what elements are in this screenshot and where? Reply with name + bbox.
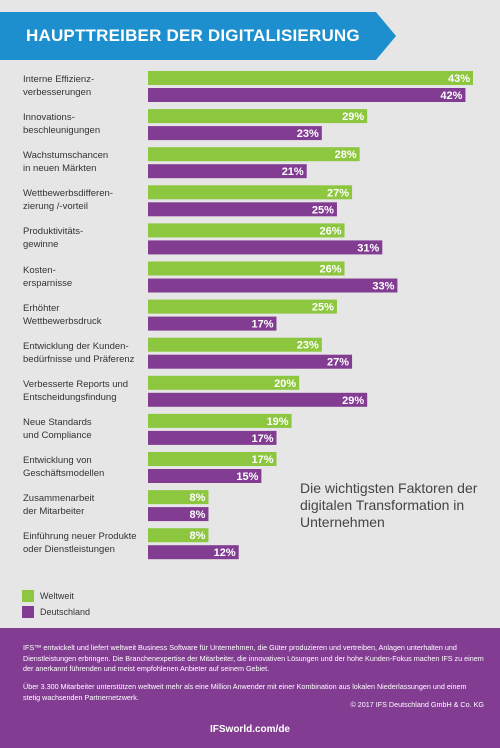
bar-value-label: 42% <box>440 90 462 102</box>
bar-value-label: 29% <box>342 395 364 407</box>
bar-weltweit <box>148 375 300 390</box>
bar-deutschland <box>148 164 307 179</box>
bar-deutschland <box>148 202 337 217</box>
bar-value-label: 33% <box>372 281 394 293</box>
category-label: Verbesserte Reports und Entscheidungsfind… <box>23 378 129 403</box>
bar-deutschland <box>148 316 277 331</box>
bar-value-label: 17% <box>251 319 273 331</box>
bar-value-label: 8% <box>190 530 206 542</box>
bar-value-label: 29% <box>342 111 364 123</box>
bar-value-label: 8% <box>190 509 206 521</box>
legend-swatch-deutschland <box>22 606 34 618</box>
bar-value-label: 23% <box>297 340 319 352</box>
bar-value-label: 15% <box>236 471 258 483</box>
bar-value-label: 27% <box>327 357 349 369</box>
bar-value-label: 8% <box>190 492 206 504</box>
footer-paragraph-company: IFS™ entwickelt und liefert weltweit Bus… <box>23 643 484 673</box>
bar-value-label: 26% <box>319 264 341 276</box>
bar-value-label: 27% <box>327 187 349 199</box>
category-label: Einführung neuer Produkte oder Dienstleis… <box>23 531 137 556</box>
category-label: Kosten-ersparnisse <box>23 264 73 289</box>
bar-weltweit <box>148 452 277 466</box>
bar-deutschland <box>148 88 466 102</box>
bar-weltweit <box>148 413 292 428</box>
bar-value-label: 19% <box>267 416 289 428</box>
bar-value-label: 31% <box>357 242 379 254</box>
bar-weltweit <box>148 299 337 314</box>
bar-chart: 43% 42% 29% 23% 28% 21% 27% 25% 26% 31% 26% 33% 25% 1… <box>148 71 473 560</box>
category-label: Entwicklung von Geschäftsmodellen <box>23 455 105 479</box>
legend-swatch-weltweit <box>22 590 34 602</box>
bar-deutschland <box>148 354 353 369</box>
category-label: Wachstumschancen in neuen Märkten <box>23 150 109 175</box>
footer-website-link[interactable]: IFSworld.com/de <box>209 724 290 735</box>
bar-weltweit <box>148 528 209 543</box>
bar-weltweit <box>148 337 322 352</box>
bar-weltweit <box>148 223 345 238</box>
chart-callout: Die wichtigsten Faktoren der digitalen T… <box>300 480 478 530</box>
bar-value-label: 12% <box>214 547 236 559</box>
bar-value-label: 17% <box>251 433 273 445</box>
bar-value-label: 20% <box>274 378 296 390</box>
category-label: Erhöhter Wettbewerbsdruck <box>23 302 102 327</box>
bar-weltweit <box>148 490 209 505</box>
bar-deutschland <box>148 507 209 522</box>
bar-value-label: 21% <box>282 166 304 178</box>
bar-value-label: 25% <box>312 302 334 314</box>
category-label: Entwicklung der Kunden-bedürfnisse und P… <box>23 340 135 365</box>
category-label: Produktivitäts-gewinne <box>23 226 84 251</box>
bar-deutschland <box>148 469 262 483</box>
legend-label-weltweit: Weltweit <box>40 591 74 601</box>
bar-value-label: 28% <box>335 149 357 161</box>
footer-copyright: © 2017 IFS Deutschland GmbH & Co. KG <box>350 700 484 709</box>
bar-deutschland <box>148 545 239 560</box>
banner-arrow-shape <box>0 12 396 60</box>
category-label: Wettbewerbsdifferen-zierung /-vorteil <box>23 188 113 213</box>
category-label: Interne Effizienz-verbesserungen <box>23 74 95 98</box>
bar-value-label: 25% <box>312 204 334 216</box>
bar-value-label: 43% <box>448 73 470 85</box>
bar-deutschland <box>148 278 398 293</box>
bar-weltweit <box>148 109 368 124</box>
category-label: Neue Standards und Compliance <box>23 416 92 441</box>
bar-value-label: 26% <box>319 225 341 237</box>
bar-value-label: 23% <box>297 128 319 140</box>
bar-value-label: 17% <box>251 454 273 466</box>
footer-paragraph-employees: Über 3.300 Mitarbeiter unterstützen welt… <box>23 682 467 702</box>
bar-deutschland <box>148 240 383 255</box>
chart-panel <box>0 0 500 628</box>
title-banner: HAUPTTREIBER DER DIGITALISIERUNG <box>0 12 396 60</box>
chart-title: HAUPTTREIBER DER DIGITALISIERUNG <box>26 26 360 45</box>
bar-weltweit <box>148 147 360 162</box>
legend-label-deutschland: Deutschland <box>40 607 91 617</box>
category-label: Zusammenarbeit der Mitarbeiter <box>23 493 95 518</box>
bar-weltweit <box>148 71 473 85</box>
footer: IFS™ entwickelt und liefert weltweit Bus… <box>0 628 500 748</box>
bar-deutschland <box>148 126 322 141</box>
category-label: Innovations-beschleunigungen <box>23 112 101 137</box>
bar-deutschland <box>148 430 277 445</box>
bar-deutschland <box>148 392 368 407</box>
bar-weltweit <box>148 261 345 276</box>
bar-weltweit <box>148 185 353 200</box>
